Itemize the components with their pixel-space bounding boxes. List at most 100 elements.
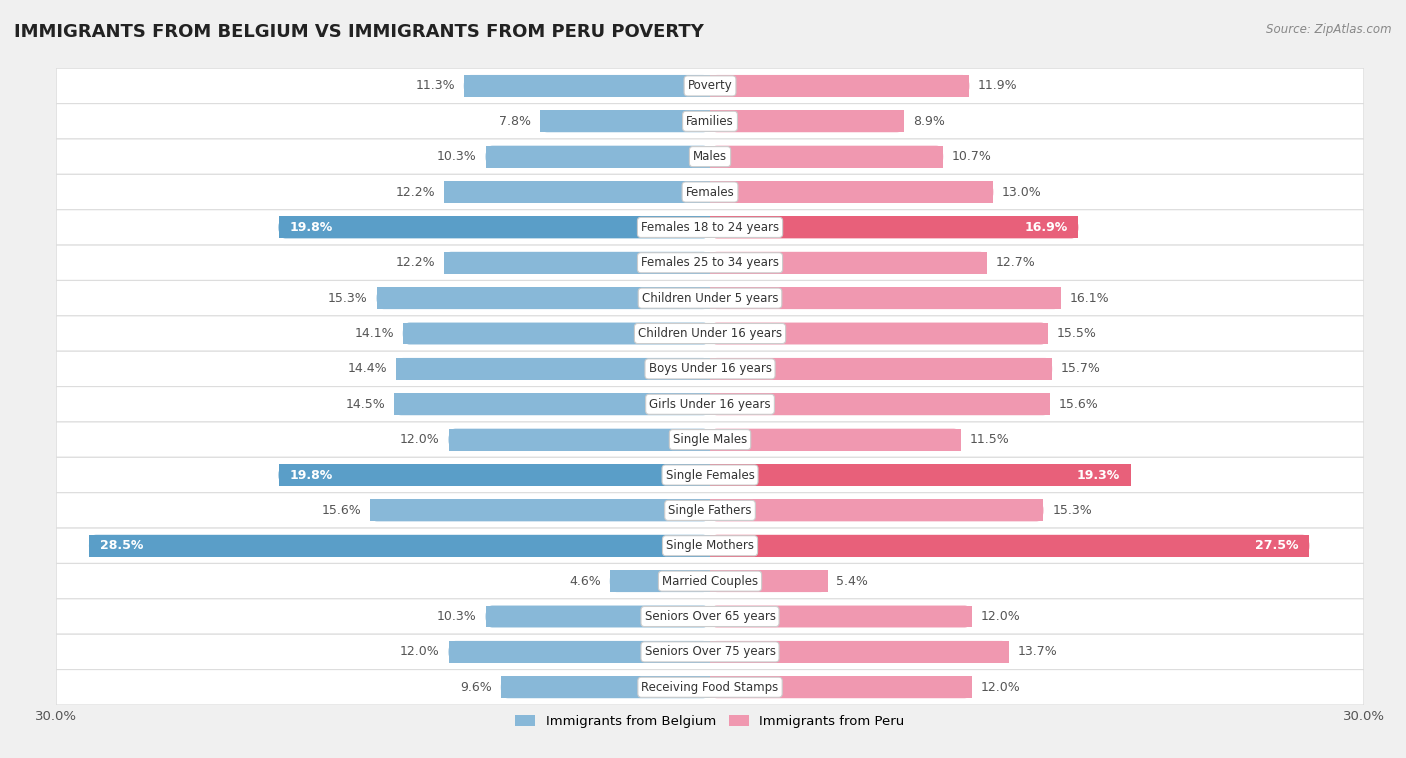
Text: 13.7%: 13.7%	[1018, 645, 1057, 659]
Text: 14.4%: 14.4%	[347, 362, 388, 375]
FancyBboxPatch shape	[710, 676, 972, 698]
Text: 27.5%: 27.5%	[1256, 539, 1298, 553]
Bar	[710, 641, 1008, 662]
Text: 16.9%: 16.9%	[1024, 221, 1067, 234]
Text: Families: Families	[686, 114, 734, 128]
Text: Seniors Over 65 years: Seniors Over 65 years	[644, 610, 776, 623]
Text: Poverty: Poverty	[688, 80, 733, 92]
Bar	[449, 429, 710, 450]
FancyBboxPatch shape	[56, 174, 1364, 210]
FancyBboxPatch shape	[56, 280, 1364, 316]
FancyBboxPatch shape	[710, 535, 1309, 556]
Bar	[710, 676, 972, 698]
FancyBboxPatch shape	[56, 528, 1364, 563]
Text: 11.9%: 11.9%	[979, 80, 1018, 92]
Text: Children Under 16 years: Children Under 16 years	[638, 327, 782, 340]
Text: 19.3%: 19.3%	[1077, 468, 1119, 481]
FancyBboxPatch shape	[501, 676, 710, 698]
Text: 14.1%: 14.1%	[354, 327, 394, 340]
FancyBboxPatch shape	[56, 316, 1364, 351]
FancyBboxPatch shape	[56, 351, 1364, 387]
Text: Single Mothers: Single Mothers	[666, 539, 754, 553]
Text: Single Females: Single Females	[665, 468, 755, 481]
Text: 8.9%: 8.9%	[912, 114, 945, 128]
FancyBboxPatch shape	[710, 464, 1130, 486]
FancyBboxPatch shape	[402, 323, 710, 344]
Text: 12.0%: 12.0%	[980, 610, 1019, 623]
FancyBboxPatch shape	[710, 217, 1078, 238]
Bar	[370, 500, 710, 522]
FancyBboxPatch shape	[710, 500, 1043, 522]
Text: 12.0%: 12.0%	[401, 645, 440, 659]
Text: Children Under 5 years: Children Under 5 years	[641, 292, 779, 305]
FancyBboxPatch shape	[56, 599, 1364, 634]
Text: 15.6%: 15.6%	[1059, 398, 1098, 411]
FancyBboxPatch shape	[710, 181, 993, 203]
Text: 4.6%: 4.6%	[569, 575, 602, 587]
Text: 15.3%: 15.3%	[328, 292, 368, 305]
Bar	[501, 676, 710, 698]
Bar	[710, 570, 828, 592]
FancyBboxPatch shape	[56, 634, 1364, 669]
Bar	[710, 75, 969, 97]
Text: 10.3%: 10.3%	[437, 610, 477, 623]
Bar	[710, 500, 1043, 522]
FancyBboxPatch shape	[278, 217, 710, 238]
FancyBboxPatch shape	[710, 570, 828, 592]
FancyBboxPatch shape	[710, 393, 1050, 415]
FancyBboxPatch shape	[710, 287, 1062, 309]
FancyBboxPatch shape	[710, 111, 904, 132]
Text: 13.0%: 13.0%	[1002, 186, 1042, 199]
Bar	[402, 323, 710, 344]
FancyBboxPatch shape	[485, 606, 710, 628]
FancyBboxPatch shape	[449, 429, 710, 450]
FancyBboxPatch shape	[485, 146, 710, 168]
FancyBboxPatch shape	[56, 669, 1364, 705]
Text: 28.5%: 28.5%	[100, 539, 143, 553]
FancyBboxPatch shape	[56, 387, 1364, 422]
Bar	[396, 358, 710, 380]
Bar	[278, 464, 710, 486]
Text: 7.8%: 7.8%	[499, 114, 531, 128]
Text: 15.7%: 15.7%	[1062, 362, 1101, 375]
FancyBboxPatch shape	[710, 252, 987, 274]
Bar	[710, 464, 1130, 486]
FancyBboxPatch shape	[56, 68, 1364, 104]
Text: Single Males: Single Males	[673, 433, 747, 446]
Text: Females 25 to 34 years: Females 25 to 34 years	[641, 256, 779, 269]
Bar	[540, 111, 710, 132]
Text: 16.1%: 16.1%	[1070, 292, 1109, 305]
Bar	[278, 217, 710, 238]
FancyBboxPatch shape	[56, 104, 1364, 139]
Text: 10.3%: 10.3%	[437, 150, 477, 163]
Text: Married Couples: Married Couples	[662, 575, 758, 587]
Text: 11.3%: 11.3%	[415, 80, 456, 92]
FancyBboxPatch shape	[444, 181, 710, 203]
Bar	[710, 393, 1050, 415]
FancyBboxPatch shape	[89, 535, 710, 556]
FancyBboxPatch shape	[610, 570, 710, 592]
Bar	[377, 287, 710, 309]
Bar	[710, 217, 1078, 238]
FancyBboxPatch shape	[278, 464, 710, 486]
Bar	[710, 252, 987, 274]
Text: 9.6%: 9.6%	[460, 681, 492, 694]
Bar	[464, 75, 710, 97]
Text: 12.0%: 12.0%	[980, 681, 1019, 694]
Text: 15.3%: 15.3%	[1052, 504, 1092, 517]
Bar	[610, 570, 710, 592]
Text: 10.7%: 10.7%	[952, 150, 991, 163]
Text: 12.0%: 12.0%	[401, 433, 440, 446]
FancyBboxPatch shape	[394, 393, 710, 415]
FancyBboxPatch shape	[540, 111, 710, 132]
FancyBboxPatch shape	[710, 641, 1008, 662]
Text: 11.5%: 11.5%	[969, 433, 1010, 446]
Bar	[710, 181, 993, 203]
Bar	[444, 252, 710, 274]
Text: 15.6%: 15.6%	[322, 504, 361, 517]
Text: 12.2%: 12.2%	[396, 186, 436, 199]
Text: 14.5%: 14.5%	[346, 398, 385, 411]
FancyBboxPatch shape	[396, 358, 710, 380]
Bar	[710, 535, 1309, 556]
Text: Source: ZipAtlas.com: Source: ZipAtlas.com	[1267, 23, 1392, 36]
